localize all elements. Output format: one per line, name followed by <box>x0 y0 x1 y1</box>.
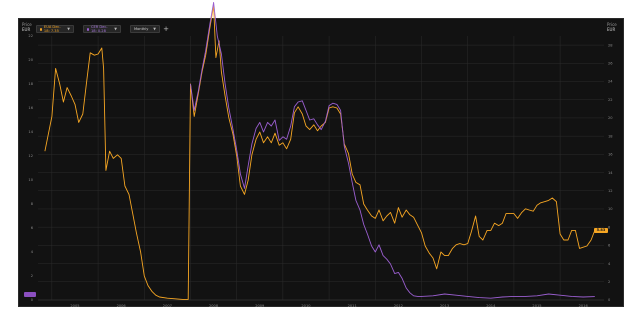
right-tick-label: 8 <box>608 225 611 229</box>
right-tick-label: 4 <box>608 262 611 266</box>
x-tick-label: 2006 <box>117 304 127 308</box>
right-tick-label: 28 <box>608 43 613 47</box>
right-tick-label: 12 <box>608 189 613 193</box>
x-tick-label: 2007 <box>163 304 172 308</box>
right-tick-label: 24 <box>608 80 613 84</box>
series-line-eua <box>44 5 596 300</box>
left-tick-label: 6 <box>31 226 34 230</box>
right-tick-label: 10 <box>608 207 613 211</box>
x-tick-label: 2014 <box>486 304 496 308</box>
left-tick-label: 14 <box>28 130 33 134</box>
last-value-badge: 5.83 <box>594 227 608 233</box>
right-axis-header: Price EUR <box>607 22 617 32</box>
series-line-cer <box>190 1 595 299</box>
series1-swatch <box>40 27 42 31</box>
left-axis-currency: EUR <box>22 27 31 32</box>
left-tick-label: 8 <box>31 202 34 206</box>
chart-toolbar: EUA Dec-18: 7.35 ▼ CER Dec-18: 0.28 ▼ Mo… <box>36 25 169 33</box>
left-tick-label: 22 <box>28 34 33 38</box>
right-tick-label: 14 <box>608 171 613 175</box>
chart-panel <box>18 18 624 307</box>
series2-selector[interactable]: CER Dec-18: 0.28 ▼ <box>83 25 121 33</box>
x-tick-label: 2016 <box>579 304 589 308</box>
series1-label: EUA Dec-18: 7.35 <box>43 25 61 33</box>
series2-axis-marker <box>24 292 36 297</box>
series2-label: CER Dec-18: 0.28 <box>90 25 108 33</box>
left-axis-title: Price <box>22 22 32 27</box>
left-tick-label: 4 <box>31 250 34 254</box>
left-axis-header: Price EUR <box>22 22 32 32</box>
left-tick-label: 18 <box>28 82 33 86</box>
left-tick-label: 16 <box>28 106 33 110</box>
series1-selector[interactable]: EUA Dec-18: 7.35 ▼ <box>36 25 74 33</box>
x-tick-label: 2011 <box>348 304 357 308</box>
chevron-down-icon: ▼ <box>67 27 70 31</box>
x-tick-label: 2008 <box>209 304 219 308</box>
right-tick-label: 0 <box>608 298 611 302</box>
add-series-button[interactable]: + <box>163 25 169 33</box>
right-tick-label: 20 <box>608 116 613 120</box>
frequency-label: Monthly <box>134 27 149 31</box>
chevron-down-icon: ▼ <box>153 27 156 31</box>
right-axis-currency: EUR <box>607 27 616 32</box>
left-tick-label: 10 <box>28 178 33 182</box>
x-tick-label: 2013 <box>440 304 449 308</box>
series2-swatch <box>87 27 89 31</box>
x-tick-label: 2005 <box>70 304 79 308</box>
right-tick-label: 26 <box>608 62 613 66</box>
left-tick-label: 0 <box>31 298 34 302</box>
frequency-dropdown[interactable]: Monthly ▼ <box>130 25 160 33</box>
right-tick-label: 2 <box>608 280 610 284</box>
right-tick-label: 18 <box>608 134 613 138</box>
right-tick-label: 6 <box>608 244 611 248</box>
x-tick-label: 2015 <box>532 304 541 308</box>
chevron-down-icon: ▼ <box>114 27 117 31</box>
x-tick-label: 2012 <box>394 304 403 308</box>
left-tick-label: 2 <box>31 274 33 278</box>
left-tick-label: 20 <box>28 58 33 62</box>
left-tick-label: 12 <box>28 154 33 158</box>
x-tick-label: 2010 <box>301 304 311 308</box>
x-tick-label: 2009 <box>255 304 265 308</box>
right-tick-label: 22 <box>608 98 613 102</box>
right-tick-label: 16 <box>608 153 613 157</box>
right-axis-title: Price <box>607 22 617 27</box>
